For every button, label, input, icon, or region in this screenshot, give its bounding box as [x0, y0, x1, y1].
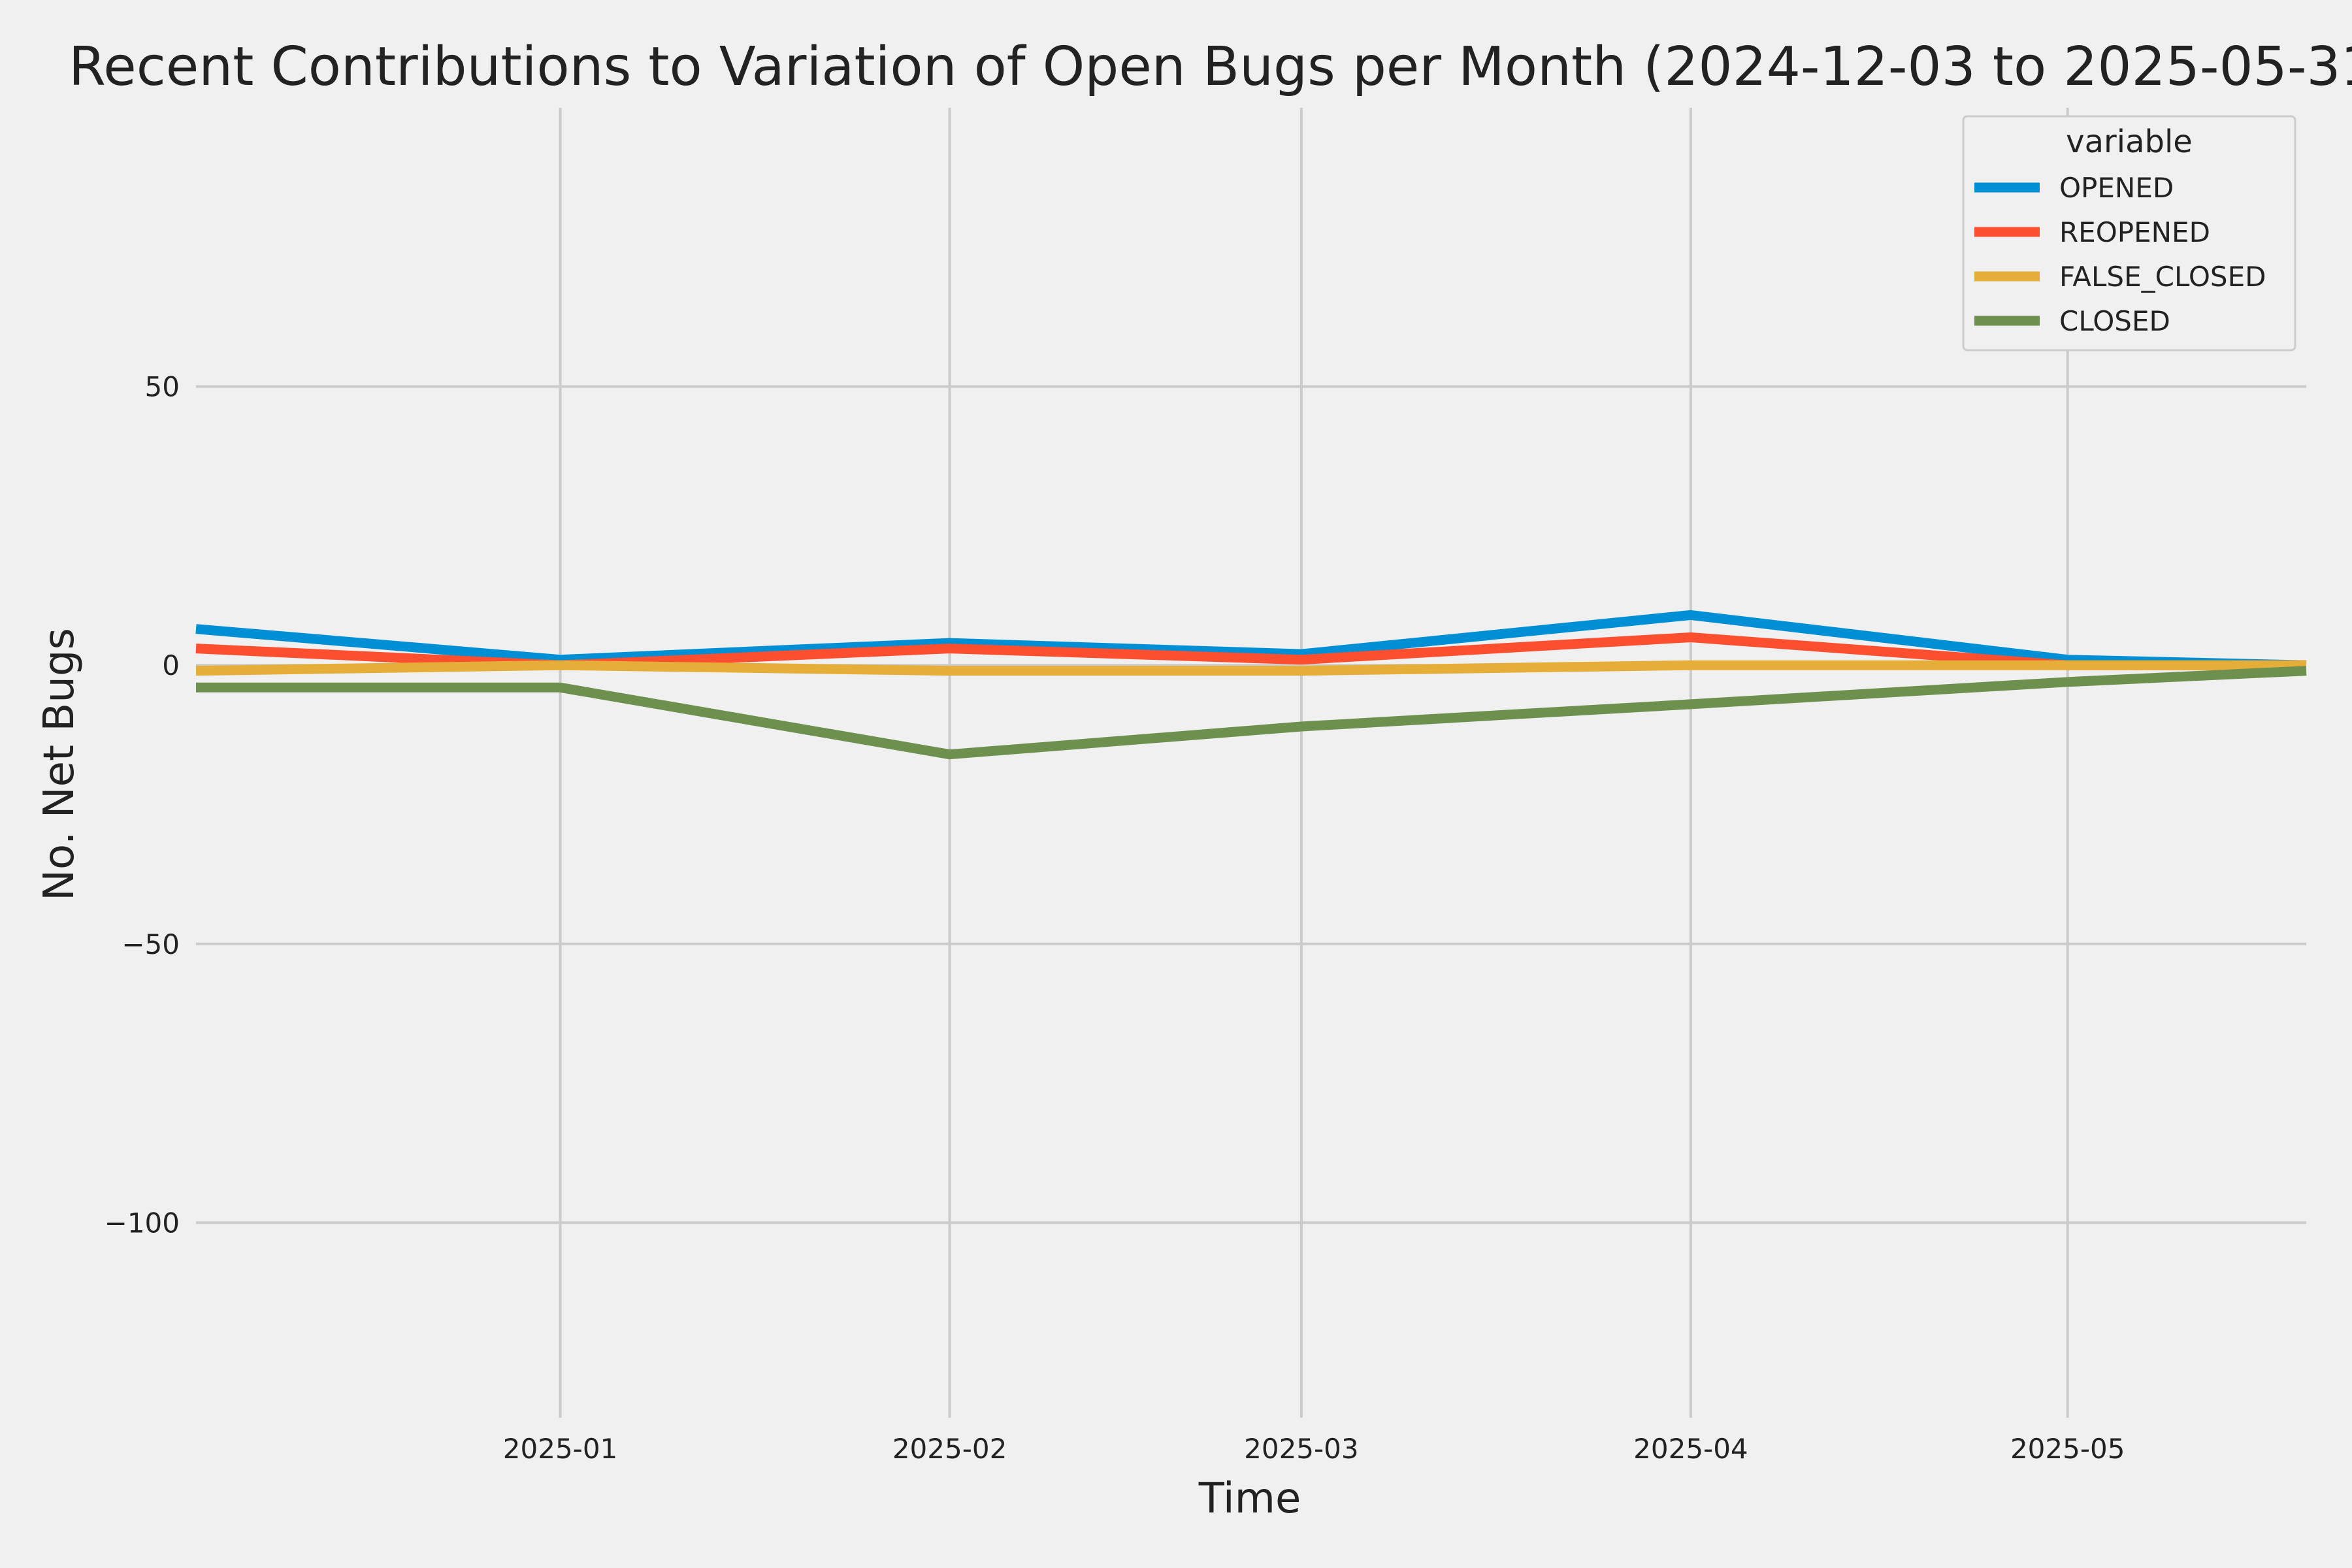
legend-label-reopened: REOPENED [2059, 216, 2210, 248]
x-tick-label-2025-05: 2025-05 [2010, 1433, 2125, 1465]
x-tick-label-2025-03: 2025-03 [1244, 1433, 1359, 1465]
x-tick-label-2025-01: 2025-01 [503, 1433, 618, 1465]
x-tick-label-2025-04: 2025-04 [1633, 1433, 1748, 1465]
legend-label-closed: CLOSED [2059, 305, 2170, 337]
series-lines [195, 610, 2307, 760]
chart-title: Recent Contributions to Variation of Ope… [69, 36, 2352, 98]
series-line-opened [195, 610, 2307, 670]
y-tick-label-50: 50 [145, 371, 180, 403]
legend: variable OPENED REOPENED FALSE_CLOSED CLOSE… [1962, 115, 2296, 351]
legend-label-false-closed: FALSE_CLOSED [2059, 261, 2266, 293]
y-axis-label: No. Net Bugs [35, 628, 84, 901]
x-axis-label: Time [1198, 1475, 1301, 1523]
tick-labels: 2025-01 2025-02 2025-03 2025-04 2025-05 50 0 −5… [105, 371, 2125, 1465]
y-tick-label-100: −100 [105, 1207, 180, 1239]
series-line-closed [196, 666, 2307, 760]
series-line-false-closed [195, 660, 2306, 676]
x-tick-label-2025-02: 2025-02 [892, 1433, 1007, 1465]
legend-entries: OPENED REOPENED FALSE_CLOSED CLOSED [1974, 172, 2266, 337]
y-tick-label-0: 0 [162, 649, 180, 681]
legend-label-opened: OPENED [2059, 172, 2174, 204]
legend-box [1962, 115, 2296, 351]
legend-title: variable [2066, 123, 2193, 160]
y-tick-label-50: −50 [122, 928, 180, 960]
